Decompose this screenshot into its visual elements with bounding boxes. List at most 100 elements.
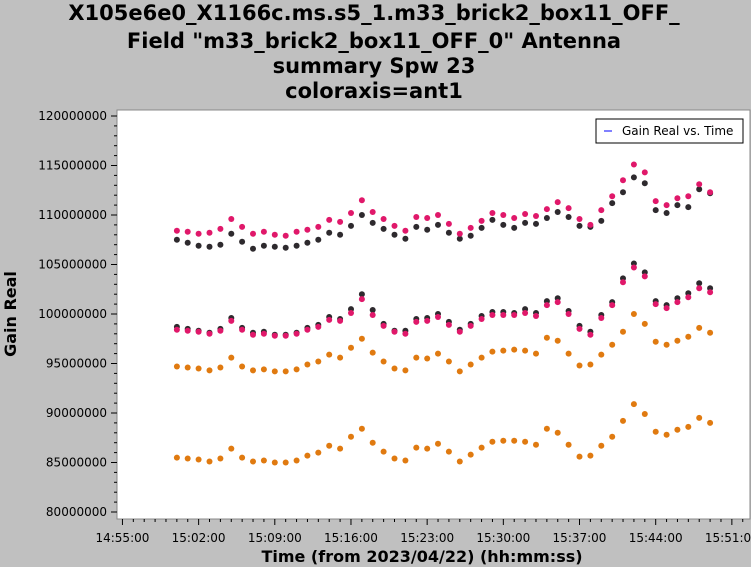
data-point xyxy=(337,218,344,225)
x-tick-label: 15:16:00 xyxy=(324,531,378,545)
data-point xyxy=(282,368,289,375)
data-point xyxy=(271,231,278,238)
data-point xyxy=(674,299,681,306)
data-point xyxy=(478,217,485,224)
data-point xyxy=(184,455,191,462)
y-tick-label: 105000000 xyxy=(38,258,107,272)
data-point xyxy=(500,212,507,218)
data-point xyxy=(652,207,659,214)
data-point xyxy=(696,324,703,331)
data-point xyxy=(467,361,474,368)
data-point xyxy=(239,223,246,230)
data-point xyxy=(348,210,354,216)
data-point xyxy=(260,330,267,337)
data-point xyxy=(315,358,322,365)
data-point xyxy=(228,230,235,237)
data-point xyxy=(489,438,496,445)
data-point xyxy=(195,365,202,372)
data-point xyxy=(304,239,311,246)
x-tick-label: 15:37:00 xyxy=(553,531,607,545)
data-point xyxy=(315,236,322,243)
data-point xyxy=(369,209,376,215)
data-point xyxy=(369,219,376,226)
data-point xyxy=(260,242,267,249)
data-point xyxy=(663,202,670,209)
y-axis-label: Gain Real xyxy=(1,271,20,357)
data-point xyxy=(576,222,583,229)
data-point xyxy=(239,363,246,370)
data-point xyxy=(696,280,703,287)
data-point xyxy=(337,317,344,324)
data-point xyxy=(630,264,637,271)
data-point xyxy=(533,350,539,357)
data-point xyxy=(206,367,213,374)
data-point xyxy=(576,453,583,460)
data-point xyxy=(206,458,213,465)
data-point xyxy=(348,222,354,229)
data-point xyxy=(652,428,659,435)
data-point xyxy=(533,313,539,319)
data-point xyxy=(707,419,714,426)
data-point xyxy=(282,332,289,339)
data-point xyxy=(315,323,322,330)
data-point xyxy=(184,239,191,246)
data-point xyxy=(576,362,583,369)
data-point xyxy=(304,226,311,233)
data-point xyxy=(641,273,648,280)
data-point xyxy=(489,210,496,216)
data-point xyxy=(554,299,561,306)
data-point xyxy=(293,366,300,373)
data-point xyxy=(206,243,213,250)
x-tick-label: 15:23:00 xyxy=(400,531,454,545)
data-point xyxy=(598,315,605,321)
data-point xyxy=(467,322,474,329)
data-point xyxy=(380,448,387,455)
data-point xyxy=(293,330,300,337)
data-point xyxy=(543,302,550,309)
data-point xyxy=(445,321,452,328)
data-point xyxy=(533,220,539,227)
data-point xyxy=(500,437,507,444)
data-point xyxy=(565,441,572,448)
data-point xyxy=(620,417,626,424)
data-point xyxy=(489,312,496,318)
data-point xyxy=(250,367,256,374)
data-point xyxy=(696,285,703,292)
data-point xyxy=(250,245,256,252)
data-point xyxy=(696,414,703,421)
y-tick-label: 90000000 xyxy=(46,406,107,420)
data-point xyxy=(598,217,605,224)
data-point xyxy=(641,411,648,417)
data-point xyxy=(543,425,550,432)
data-point xyxy=(565,311,572,317)
data-point xyxy=(250,458,256,465)
data-point xyxy=(674,202,681,209)
data-point xyxy=(380,225,387,232)
data-point xyxy=(630,161,637,168)
data-point xyxy=(630,401,637,408)
data-point xyxy=(358,197,365,204)
data-point xyxy=(478,444,485,451)
data-point xyxy=(522,347,529,354)
x-tick-label: 15:09:00 xyxy=(248,531,302,545)
data-point xyxy=(304,361,311,368)
data-point xyxy=(413,214,420,220)
legend: Gain Real vs. Time xyxy=(595,118,744,144)
data-point xyxy=(489,348,496,355)
data-point xyxy=(348,310,354,316)
data-point xyxy=(565,205,572,212)
data-point xyxy=(315,449,322,456)
data-point xyxy=(630,174,637,181)
data-point xyxy=(609,341,616,348)
data-point xyxy=(707,329,714,336)
data-point xyxy=(293,457,300,464)
data-point xyxy=(674,337,681,344)
data-point xyxy=(587,221,594,228)
data-point xyxy=(402,330,409,337)
data-point xyxy=(435,221,441,228)
data-point xyxy=(554,429,561,436)
plot-area xyxy=(116,109,751,520)
data-point xyxy=(337,231,344,238)
data-point xyxy=(358,291,365,298)
